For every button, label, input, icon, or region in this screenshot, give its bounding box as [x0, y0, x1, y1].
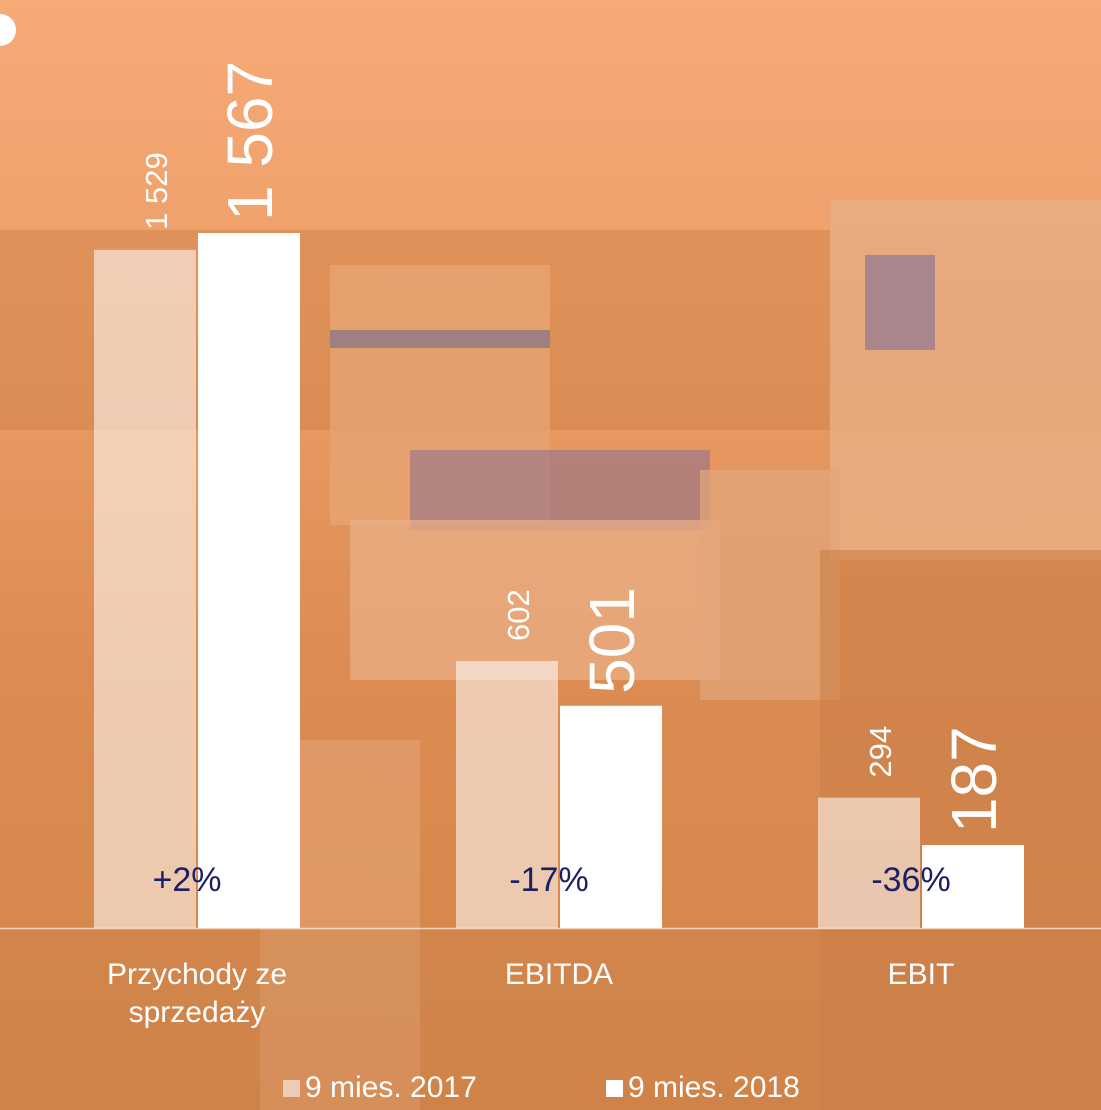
bar: [560, 705, 662, 928]
category-label: EBIT: [887, 958, 955, 991]
bar: [198, 233, 300, 928]
value-label: 602: [501, 589, 536, 641]
legend-label: 9 mies. 2017: [305, 1071, 477, 1104]
bar: [818, 797, 920, 928]
value-label: 1 567: [214, 61, 286, 221]
bar: [94, 249, 196, 928]
value-label: 1 529: [139, 152, 174, 230]
value-label: 501: [576, 587, 648, 694]
bar: [456, 660, 558, 928]
value-label: 187: [938, 726, 1010, 833]
change-label: -36%: [871, 861, 950, 899]
bar: [922, 845, 1024, 928]
category-label: EBITDA: [504, 958, 614, 991]
category-label: Przychody ze sprzedaży: [106, 958, 288, 1029]
change-label: +2%: [153, 861, 222, 899]
legend-label: 9 mies. 2018: [628, 1071, 800, 1104]
change-label: -17%: [509, 861, 588, 899]
legend-swatch: [606, 1080, 623, 1097]
legend-swatch: [283, 1080, 300, 1097]
value-label: 294: [863, 726, 898, 778]
